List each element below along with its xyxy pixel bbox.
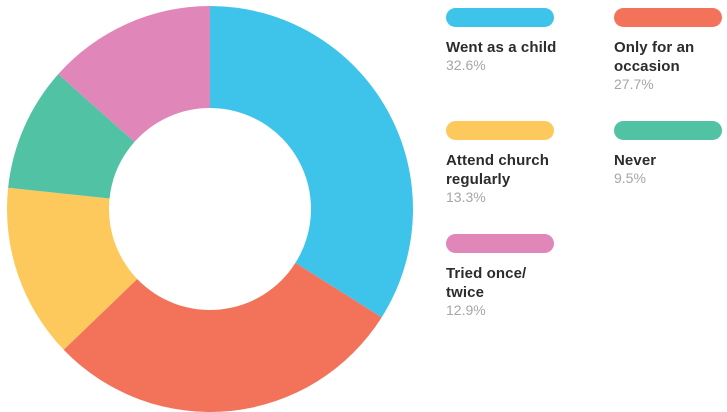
- legend-label: Never: [614, 152, 657, 169]
- donut-slice-tried-once-twice: [58, 6, 210, 142]
- donut-slice-never: [8, 74, 135, 199]
- legend-item-only-for-an-occasion: Only for an occasion 27.7%: [614, 8, 727, 92]
- legend-label: Attend church regularly: [446, 152, 549, 188]
- legend-swatch-attend-church-regularly: [446, 121, 554, 140]
- donut-slice-went-as-a-child: [210, 6, 413, 318]
- legend-value: 9.5%: [614, 170, 646, 186]
- donut-chart-svg: [6, 6, 413, 412]
- legend-item-attend-church-regularly: Attend church regularly 13.3%: [446, 121, 566, 205]
- legend-label: Only for an occasion: [614, 39, 695, 75]
- legend-item-tried-once-twice: Tried once/ twice 12.9%: [446, 234, 566, 318]
- legend-value: 12.9%: [446, 302, 486, 318]
- legend-item-never: Never 9.5%: [614, 121, 727, 186]
- donut-chart: [6, 6, 413, 412]
- legend-value: 27.7%: [614, 76, 654, 92]
- legend-swatch-tried-once-twice: [446, 234, 554, 253]
- legend-label: Tried once/ twice: [446, 265, 527, 301]
- legend-label: Went as a child: [446, 39, 557, 56]
- legend-swatch-only-for-an-occasion: [614, 8, 722, 27]
- legend-value: 32.6%: [446, 57, 486, 73]
- legend-swatch-went-as-a-child: [446, 8, 554, 27]
- legend-item-went-as-a-child: Went as a child 32.6%: [446, 8, 566, 73]
- donut-slice-only-for-an-occasion: [63, 262, 382, 412]
- donut-slice-attend-church-regularly: [6, 187, 138, 350]
- legend-swatch-never: [614, 121, 722, 140]
- legend-value: 13.3%: [446, 189, 486, 205]
